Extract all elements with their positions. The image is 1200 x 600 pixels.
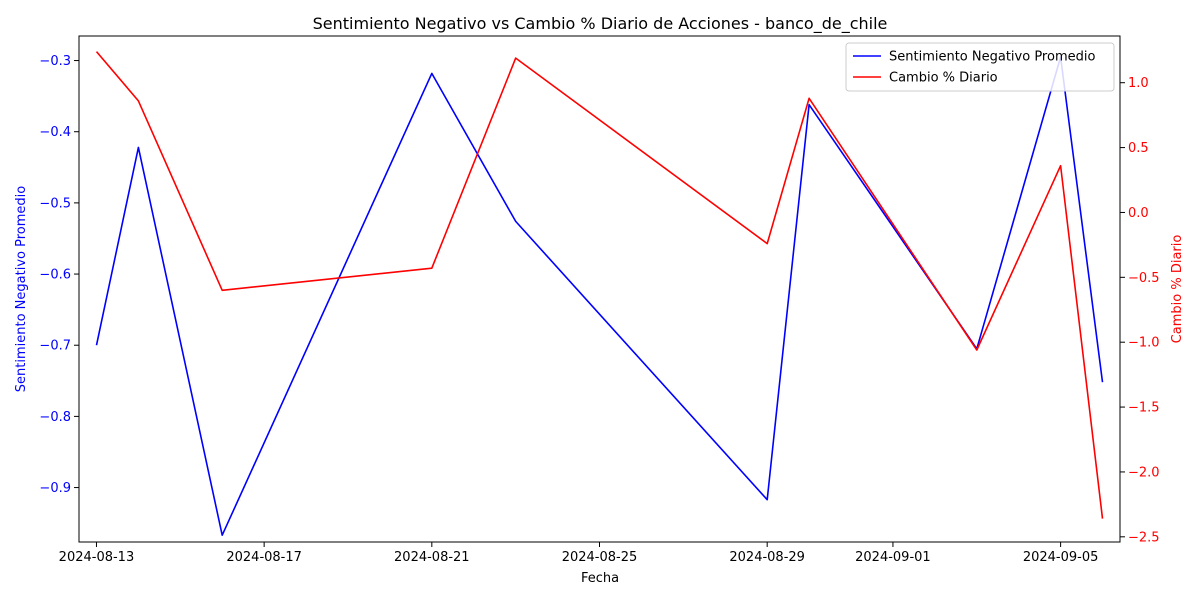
y-right-tick-label: −2.5 — [1128, 530, 1160, 545]
y-left-tick-label: −0.8 — [39, 410, 71, 425]
x-tick-label: 2024-08-21 — [394, 550, 470, 565]
y-right-axis-title: Cambio % Diario — [1170, 235, 1185, 344]
y-right-tick-label: −2.0 — [1128, 465, 1160, 480]
y-left-tick-label: −0.3 — [39, 54, 71, 69]
y-left-tick-label: −0.7 — [39, 339, 71, 354]
y-left-tick-label: −0.4 — [39, 125, 71, 140]
x-tick-label: 2024-09-01 — [855, 550, 931, 565]
series-line-sentimiento — [95, 56, 1104, 537]
x-tick-label: 2024-08-29 — [729, 550, 805, 565]
series-line-cambio — [95, 51, 1104, 519]
y-right-tick-label: 1.0 — [1128, 76, 1149, 91]
y-left-tick-label: −0.5 — [39, 196, 71, 211]
y-left-tick-label: −0.6 — [39, 268, 71, 283]
y-left-axis-title: Sentimiento Negativo Promedio — [14, 186, 29, 392]
x-axis: 2024-08-13 2024-08-17 2024-08-21 2024-08-25… — [59, 542, 1099, 565]
y-right-tick-label: 0.5 — [1128, 141, 1149, 156]
y-right-tick-label: 0.0 — [1128, 206, 1149, 221]
legend-label: Cambio % Diario — [889, 71, 998, 86]
x-tick-label: 2024-09-05 — [1023, 550, 1099, 565]
legend-label: Sentimiento Negativo Promedio — [889, 50, 1095, 65]
legend: Sentimiento Negativo Promedio Cambio % Di… — [845, 42, 1115, 92]
series-layer — [95, 51, 1104, 537]
y-axis-right: 1.0 0.5 0.0 −0.5 −1.0 −1.5 −2.0 −2.5 — [1120, 76, 1160, 545]
x-axis-title: Fecha — [581, 571, 619, 586]
chart-title: Sentimiento Negativo vs Cambio % Diario … — [313, 14, 888, 34]
x-tick-label: 2024-08-13 — [59, 550, 135, 565]
y-left-tick-label: −0.9 — [39, 481, 71, 496]
legend-box — [845, 42, 1115, 92]
x-tick-label: 2024-08-17 — [226, 550, 302, 565]
y-right-tick-label: −1.0 — [1128, 336, 1160, 351]
y-right-tick-label: −0.5 — [1128, 271, 1160, 286]
x-tick-label: 2024-08-25 — [562, 550, 638, 565]
y-right-tick-label: −1.5 — [1128, 401, 1160, 416]
y-axis-left: −0.3 −0.4 −0.5 −0.6 −0.7 −0.8 −0.9 — [39, 54, 79, 496]
